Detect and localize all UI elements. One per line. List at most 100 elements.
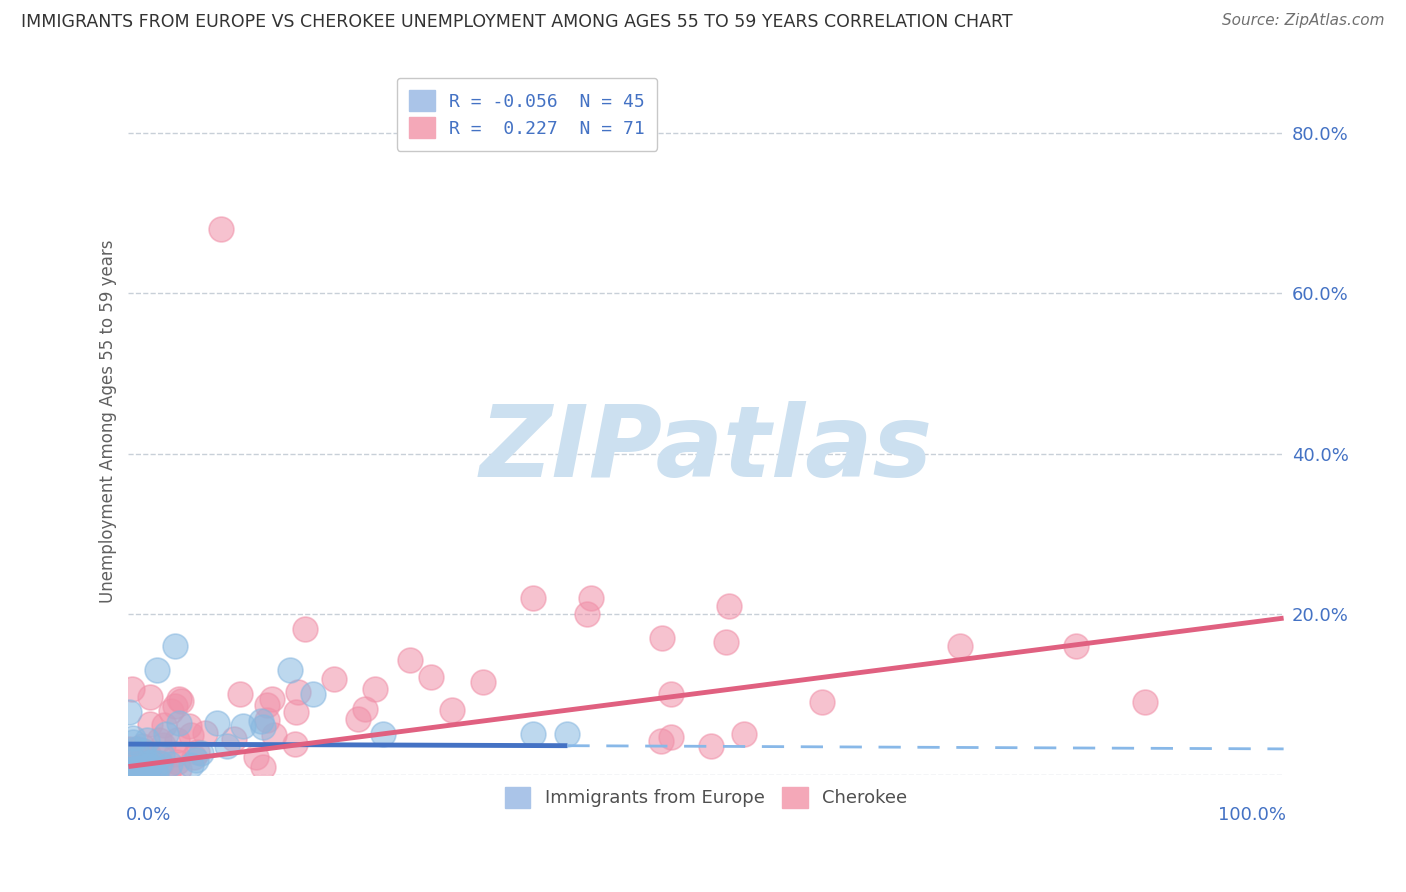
Point: [141, 756, 163, 770]
Point: [121, 763, 143, 777]
Point: [118, 705, 141, 719]
Point: [157, 766, 180, 780]
Point: [440, 703, 463, 717]
Point: [118, 742, 141, 756]
Point: [169, 694, 191, 708]
Point: [163, 639, 186, 653]
Point: [579, 591, 602, 605]
Text: ZIPatlas: ZIPatlas: [479, 401, 932, 499]
Point: [287, 685, 309, 699]
Point: [260, 691, 283, 706]
Point: [128, 761, 150, 775]
Y-axis label: Unemployment Among Ages 55 to 59 years: Unemployment Among Ages 55 to 59 years: [100, 240, 117, 603]
Text: Source: ZipAtlas.com: Source: ZipAtlas.com: [1222, 13, 1385, 29]
Point: [121, 681, 143, 696]
Point: [167, 692, 190, 706]
Point: [229, 687, 252, 701]
Point: [131, 760, 153, 774]
Point: [302, 687, 325, 701]
Point: [256, 698, 278, 713]
Point: [471, 675, 494, 690]
Point: [1133, 695, 1156, 709]
Point: [159, 756, 181, 771]
Point: [399, 653, 422, 667]
Point: [124, 752, 146, 766]
Point: [714, 635, 737, 649]
Point: [155, 727, 177, 741]
Point: [194, 726, 217, 740]
Point: [152, 718, 174, 732]
Point: [136, 760, 159, 774]
Point: [232, 718, 254, 732]
Point: [245, 750, 267, 764]
Point: [209, 222, 232, 236]
Point: [136, 732, 159, 747]
Point: [129, 766, 152, 780]
Point: [139, 717, 162, 731]
Point: [354, 702, 377, 716]
Point: [129, 763, 152, 777]
Point: [285, 706, 308, 720]
Point: [278, 663, 301, 677]
Point: [180, 728, 202, 742]
Point: [810, 695, 832, 709]
Point: [127, 765, 149, 780]
Point: [522, 591, 544, 605]
Point: [949, 639, 972, 653]
Point: [249, 714, 271, 728]
Point: [252, 760, 274, 774]
Point: [575, 607, 598, 621]
Point: [419, 670, 441, 684]
Point: [146, 663, 169, 677]
Point: [121, 731, 143, 745]
Point: [143, 764, 166, 779]
Point: [700, 739, 723, 754]
Point: [190, 746, 212, 760]
Point: [124, 742, 146, 756]
Point: [160, 704, 183, 718]
Point: [222, 732, 245, 747]
Point: [166, 732, 188, 747]
Point: [651, 631, 673, 645]
Point: [132, 764, 155, 779]
Point: [125, 766, 148, 780]
Point: [347, 711, 370, 725]
Point: [136, 756, 159, 771]
Point: [650, 734, 672, 748]
Point: [152, 738, 174, 752]
Point: [139, 690, 162, 704]
Point: [252, 720, 274, 734]
Point: [131, 739, 153, 753]
Point: [136, 747, 159, 761]
Point: [284, 737, 307, 751]
Point: [120, 764, 142, 779]
Point: [215, 739, 238, 754]
Point: [149, 756, 172, 771]
Point: [163, 698, 186, 713]
Text: IMMIGRANTS FROM EUROPE VS CHEROKEE UNEMPLOYMENT AMONG AGES 55 TO 59 YEARS CORREL: IMMIGRANTS FROM EUROPE VS CHEROKEE UNEMP…: [21, 13, 1012, 31]
Point: [659, 730, 682, 744]
Text: 100.0%: 100.0%: [1218, 806, 1286, 824]
Point: [141, 753, 163, 767]
Point: [166, 755, 188, 769]
Point: [180, 757, 202, 772]
Point: [718, 599, 741, 613]
Point: [145, 766, 167, 780]
Point: [323, 672, 346, 686]
Point: [184, 753, 207, 767]
Point: [256, 713, 278, 727]
Point: [132, 744, 155, 758]
Point: [169, 762, 191, 776]
Point: [118, 762, 141, 776]
Point: [371, 727, 394, 741]
Point: [122, 765, 145, 780]
Point: [136, 759, 159, 773]
Point: [263, 728, 285, 742]
Point: [141, 763, 163, 777]
Point: [148, 733, 170, 747]
Legend: Immigrants from Europe, Cherokee: Immigrants from Europe, Cherokee: [494, 776, 918, 819]
Point: [118, 764, 141, 778]
Text: 0.0%: 0.0%: [127, 806, 172, 824]
Point: [167, 716, 190, 731]
Point: [136, 766, 159, 780]
